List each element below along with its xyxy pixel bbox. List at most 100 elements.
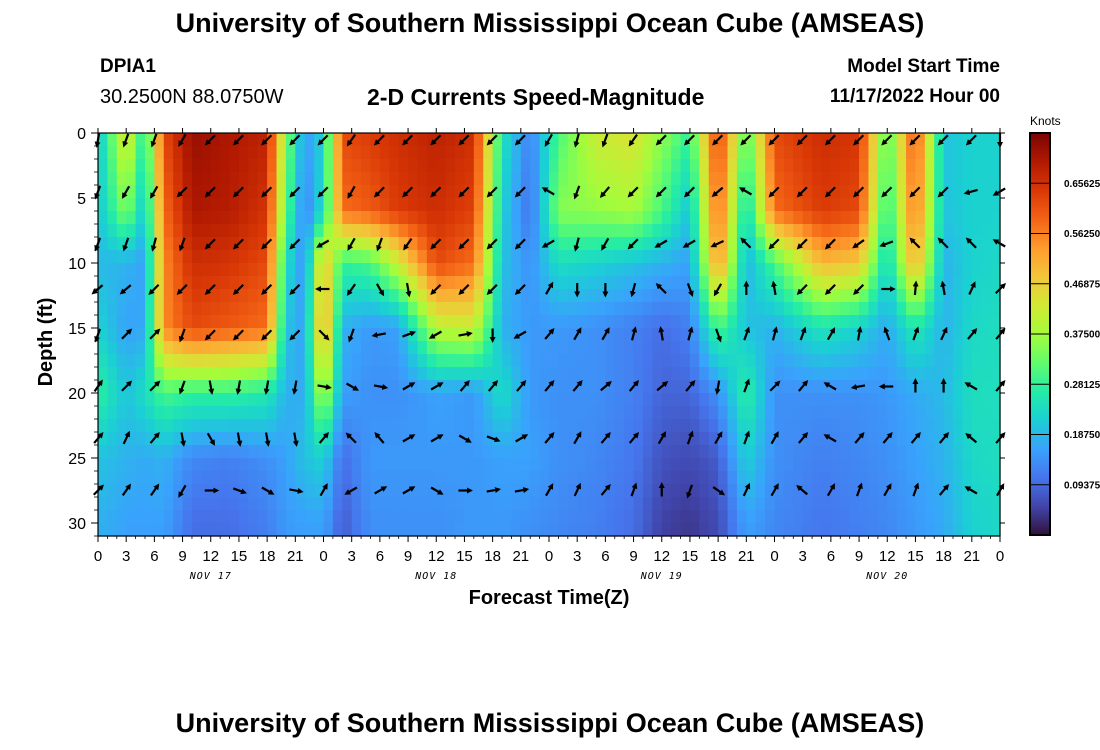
heatmap-cell (314, 159, 325, 173)
heatmap-cell (661, 250, 672, 264)
heatmap-cell (924, 458, 935, 472)
current-vector-arrow (965, 134, 977, 146)
heatmap-cell (877, 250, 888, 264)
heatmap-cell (445, 211, 456, 225)
colorbar-tick-label: 0.65625 (1064, 179, 1100, 190)
heatmap-cell (924, 133, 935, 147)
heatmap-cell (276, 315, 287, 329)
chart-title: University of Southern Mississippi Ocean… (175, 8, 925, 38)
heatmap-cell (98, 471, 108, 485)
heatmap-cell (473, 523, 484, 537)
current-vector-arrow (824, 238, 836, 250)
heatmap-cell (436, 237, 447, 251)
heatmap-cell (793, 198, 804, 212)
heatmap-cell (924, 211, 935, 225)
heatmap-cell (332, 341, 343, 355)
heatmap-cell (708, 341, 719, 355)
heatmap-cell (342, 198, 353, 212)
heatmap-cell (906, 172, 917, 186)
heatmap-cell (436, 406, 447, 420)
heatmap-cell (661, 484, 672, 498)
heatmap-cell (821, 198, 832, 212)
heatmap-cell (915, 133, 926, 147)
heatmap-cell (295, 133, 306, 147)
heatmap-cell (473, 510, 484, 524)
heatmap-cell (144, 354, 155, 368)
heatmap-cell (502, 367, 513, 381)
heatmap-cell (417, 432, 428, 446)
heatmap-cell (981, 328, 992, 342)
heatmap-cell (276, 263, 287, 277)
heatmap-cell (98, 263, 108, 277)
heatmap-cell (173, 367, 184, 381)
heatmap-cell (934, 146, 945, 160)
heatmap-cell (755, 393, 766, 407)
heatmap-cell (191, 380, 202, 394)
heatmap-cell (389, 497, 400, 511)
heatmap-cell (492, 133, 503, 147)
heatmap-cell (567, 510, 578, 524)
heatmap-cell (342, 146, 353, 160)
heatmap-cell (201, 471, 212, 485)
current-vector-arrow (572, 379, 583, 392)
heatmap-cell (943, 458, 954, 472)
heatmap-cell (464, 237, 475, 251)
heatmap-cell (455, 159, 466, 173)
heatmap-cell (868, 419, 879, 433)
heatmap-cell (417, 237, 428, 251)
heatmap-cell (229, 146, 240, 160)
x-tick-label: 21 (512, 548, 529, 565)
heatmap-cell (408, 510, 419, 524)
heatmap-cell (379, 341, 390, 355)
heatmap-cell (971, 302, 982, 316)
heatmap-cell (671, 497, 682, 511)
heatmap-cell (492, 224, 503, 238)
current-vector-arrow (657, 431, 666, 445)
heatmap-cell (257, 458, 268, 472)
heatmap-cell (652, 354, 663, 368)
heatmap-cell (953, 458, 964, 472)
heatmap-cell (765, 172, 776, 186)
heatmap-cell (793, 315, 804, 329)
heatmap-cell (840, 484, 851, 498)
heatmap-cell (549, 510, 559, 524)
heatmap-cell (567, 419, 578, 433)
heatmap-cell (595, 380, 606, 394)
heatmap-cell (163, 133, 174, 147)
current-vector-arrow (796, 283, 808, 296)
heatmap-cell (595, 471, 606, 485)
heatmap-cell (408, 250, 419, 264)
heatmap-cell (417, 289, 428, 303)
heatmap-cell (144, 263, 155, 277)
heatmap-cell (191, 341, 202, 355)
heatmap-cell (511, 341, 522, 355)
heatmap-cell (642, 484, 653, 498)
heatmap-cell (736, 432, 747, 446)
heatmap-cell (173, 289, 184, 303)
heatmap-cell (624, 146, 635, 160)
heatmap-cell (549, 237, 559, 251)
heatmap-cell (135, 250, 146, 264)
heatmap-cell (342, 419, 353, 433)
heatmap-cell (126, 510, 137, 524)
heatmap-cell (154, 198, 165, 212)
heatmap-cell (530, 159, 541, 173)
heatmap-cell (708, 302, 719, 316)
heatmap-cell (135, 198, 146, 212)
heatmap-cell (464, 211, 475, 225)
heatmap-cell (220, 276, 231, 290)
heatmap-cell (107, 211, 118, 225)
heatmap-cell (896, 276, 907, 290)
heatmap-cell (990, 471, 1001, 485)
heatmap-cell (539, 289, 550, 303)
current-vector-arrow (937, 186, 949, 198)
heatmap-cell (783, 146, 794, 160)
heatmap-cell (126, 289, 137, 303)
heatmap-cell (549, 224, 559, 238)
heatmap-cell (971, 198, 982, 212)
heatmap-cell (276, 198, 287, 212)
heatmap-cell (323, 419, 334, 433)
heatmap-cell (154, 406, 165, 420)
heatmap-cell (934, 523, 945, 537)
heatmap-cell (248, 458, 259, 472)
